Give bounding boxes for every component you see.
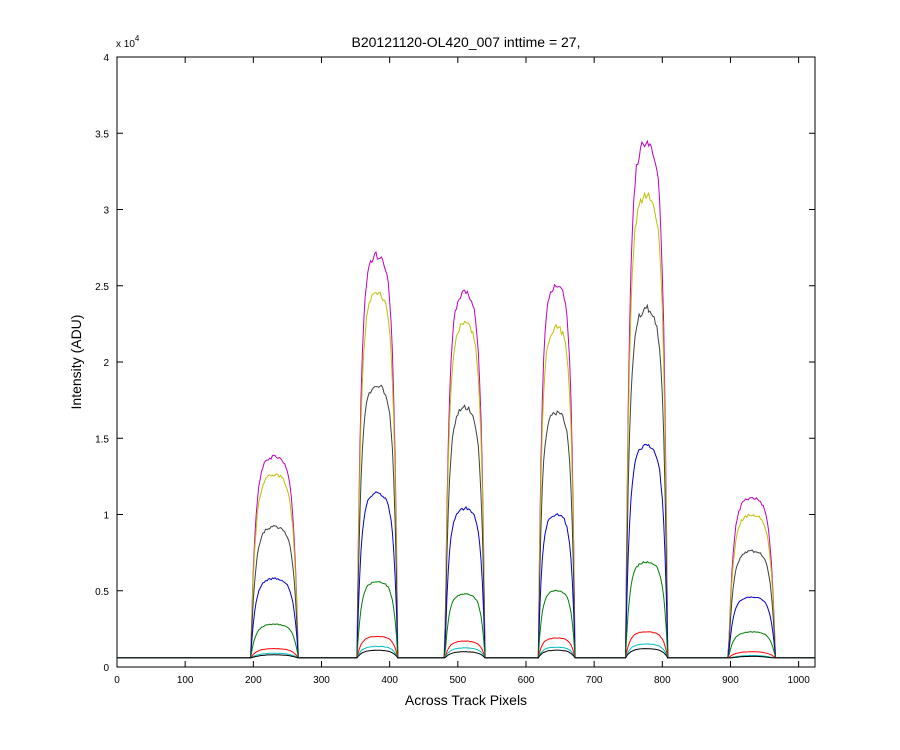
x-tick-label: 900: [722, 675, 739, 686]
y-tick-label: 0: [103, 663, 109, 674]
series-layer: [117, 139, 815, 659]
x-tick-label: 1000: [788, 675, 811, 686]
y-tick-label: 1.5: [95, 434, 109, 445]
ticks-layer: 0 100 200 300 400 500 600 700 800 900 1000 0 0.5 1 1.5…: [95, 53, 815, 686]
chart-title: B20121120-OL420_007 inttime = 27,: [352, 34, 581, 50]
x-tick-label: 400: [381, 675, 398, 686]
y-tick-label: 1: [103, 511, 109, 522]
x-tick-label: 300: [313, 675, 330, 686]
plot-area: [116, 56, 816, 668]
x-axis-title: Across Track Pixels: [405, 692, 527, 708]
x-tick-label: 200: [245, 675, 262, 686]
y-axis-title: Intensity (ADU): [68, 315, 84, 410]
x-tick-label: 100: [177, 675, 194, 686]
x-tick-label: 700: [586, 675, 603, 686]
y-tick-label: 4: [103, 53, 109, 64]
series-line: [117, 648, 815, 659]
x-tick-label: 800: [654, 675, 671, 686]
x-tick-label: 0: [114, 675, 120, 686]
x-tick-label: 600: [518, 675, 535, 686]
y-tick-label: 2.5: [95, 282, 109, 293]
y-tick-label: 3: [103, 206, 109, 217]
y-tick-label: 2: [103, 358, 109, 369]
y-exponent-label: x 104: [116, 34, 140, 50]
y-tick-label: 0.5: [95, 587, 109, 598]
x-tick-label: 500: [449, 675, 466, 686]
y-tick-label: 3.5: [95, 129, 109, 140]
